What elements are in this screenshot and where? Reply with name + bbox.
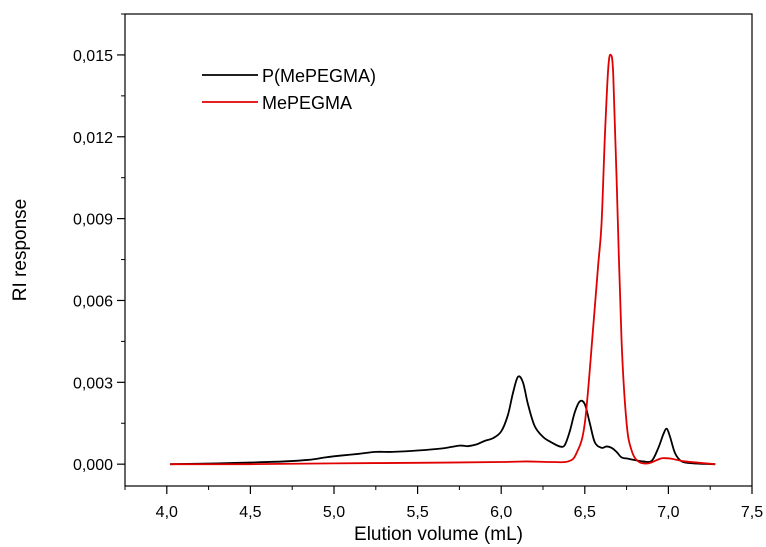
legend-label-p-mepegma: P(MePEGMA)	[262, 66, 376, 86]
y-tick-label: 0,015	[73, 48, 113, 65]
x-tick-label: 4,5	[239, 504, 261, 521]
y-axis-title: RI response	[10, 199, 31, 301]
plot-frame	[124, 13, 753, 487]
x-axis-title: Elution volume (mL)	[354, 524, 523, 545]
x-tick-label: 5,0	[323, 504, 345, 521]
legend-label-mepegma: MePEGMA	[262, 93, 352, 113]
series-line-mepegma	[170, 53, 716, 466]
x-tick-label: 5,5	[406, 504, 428, 521]
x-tick-label: 6,0	[490, 504, 512, 521]
y-tick-label: 0,003	[73, 375, 113, 392]
y-tick-label: 0,009	[73, 212, 113, 229]
x-tick-label: 6,5	[574, 504, 596, 521]
y-tick-label: 0,006	[73, 293, 113, 310]
plot-border	[124, 13, 753, 487]
x-tick-label: 7,0	[657, 504, 679, 521]
x-axis-ticks: 4,0 4,5 5,0 5,5 6,0 6,5 7,0 7,5	[124, 486, 763, 521]
series-line-p-mepegma	[170, 375, 716, 466]
x-tick-label: 7,5	[741, 504, 763, 521]
legend: P(MePEGMA) MePEGMA	[202, 66, 376, 113]
x-tick-label: 4,0	[156, 504, 178, 521]
series-layer	[170, 53, 716, 466]
y-tick-label: 0,012	[73, 130, 113, 147]
y-axis-ticks: 0,000 0,003 0,006 0,009 0,012 0,015	[73, 13, 125, 474]
y-tick-label: 0,000	[73, 457, 113, 474]
